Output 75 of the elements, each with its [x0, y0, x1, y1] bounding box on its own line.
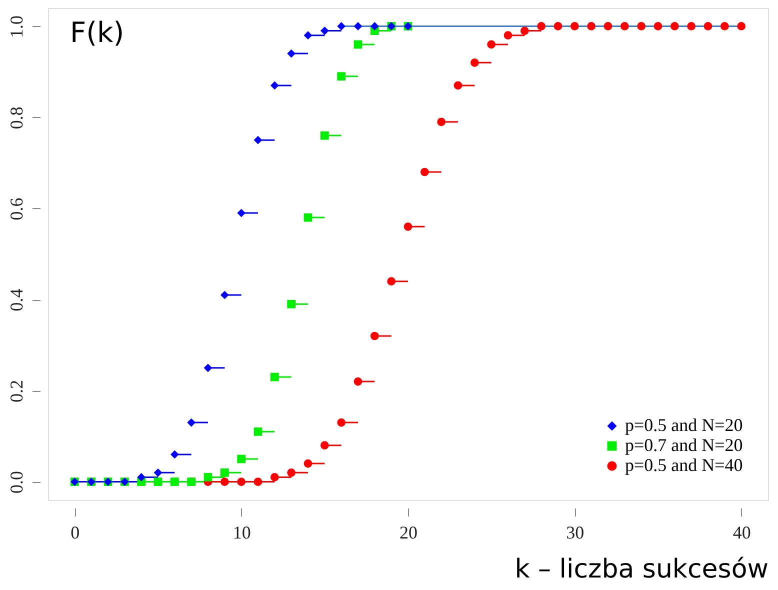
point — [670, 22, 679, 30]
point — [520, 26, 529, 35]
point — [204, 473, 212, 482]
point — [270, 81, 279, 90]
y-tick-label: 0.2 — [6, 380, 26, 402]
point — [737, 22, 746, 30]
point — [287, 49, 296, 58]
point — [637, 22, 646, 30]
point — [387, 277, 396, 286]
point — [304, 31, 312, 40]
point — [254, 427, 262, 436]
point — [620, 22, 629, 30]
y-axis-title: F(k) — [70, 16, 124, 49]
point — [154, 468, 162, 477]
point — [170, 478, 179, 486]
legend-label: p=0.5 and N=20 — [625, 415, 743, 435]
point — [554, 22, 562, 30]
point — [470, 58, 479, 67]
point — [437, 118, 446, 126]
point — [654, 22, 662, 30]
point — [587, 22, 596, 30]
legend-label: p=0.5 and N=40 — [625, 455, 743, 475]
x-axis-title: k – liczba sukcesów — [514, 554, 768, 584]
point — [354, 377, 362, 386]
point — [354, 22, 362, 30]
point — [270, 473, 279, 482]
point — [204, 364, 212, 372]
point — [420, 168, 429, 176]
x-tick-label: 0 — [70, 522, 80, 542]
point — [504, 31, 512, 40]
x-tick-label: 30 — [566, 522, 584, 542]
point — [137, 473, 146, 482]
point — [304, 213, 312, 222]
point — [220, 290, 229, 300]
legend-label: p=0.7 and N=20 — [625, 435, 743, 455]
point — [320, 131, 329, 140]
y-tick-label: 0.8 — [6, 106, 26, 130]
point — [404, 222, 412, 231]
point — [220, 468, 229, 477]
y-tick-label: 0.4 — [6, 288, 26, 312]
x-tick-label: 10 — [232, 522, 251, 542]
point — [570, 22, 579, 30]
point — [337, 72, 346, 81]
point — [154, 478, 162, 486]
x-tick-label: 20 — [400, 522, 418, 542]
point — [287, 468, 296, 477]
point — [220, 478, 229, 486]
point — [604, 22, 612, 30]
y-tick-label: 0.0 — [6, 471, 26, 494]
point — [187, 418, 196, 427]
point — [254, 136, 262, 144]
point — [320, 26, 329, 35]
point — [320, 441, 329, 450]
y-tick-label: 1.0 — [6, 15, 26, 38]
point — [370, 332, 379, 340]
point — [704, 22, 712, 30]
x-tick-label: 40 — [732, 522, 751, 542]
point — [337, 418, 346, 427]
point — [354, 40, 362, 49]
point — [337, 22, 346, 30]
point — [237, 454, 246, 464]
point — [537, 22, 546, 30]
point — [254, 478, 262, 486]
point — [454, 81, 462, 90]
point — [487, 40, 496, 49]
point — [720, 22, 729, 30]
point — [370, 22, 379, 30]
point — [170, 450, 179, 459]
point — [687, 22, 696, 30]
point — [270, 372, 279, 382]
point — [304, 459, 312, 468]
point — [237, 208, 246, 218]
point — [287, 300, 296, 308]
point — [237, 478, 246, 486]
y-tick-label: 0.6 — [6, 198, 26, 220]
